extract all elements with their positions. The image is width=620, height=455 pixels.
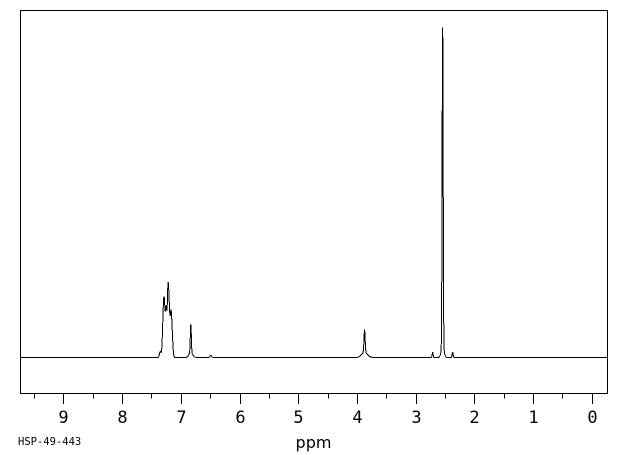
x-axis-tick-label: 1 xyxy=(528,408,538,428)
x-axis-tick-label: 5 xyxy=(293,408,303,428)
plot-border xyxy=(20,10,608,394)
x-axis-tick-label: 3 xyxy=(411,408,421,428)
x-axis-tick-label: 9 xyxy=(58,408,68,428)
sample-id-label: HSP-49-443 xyxy=(18,436,82,448)
x-axis-tick-label: 8 xyxy=(117,408,127,428)
x-axis-unit-label: ppm xyxy=(295,433,332,452)
spectrum-trace xyxy=(20,27,607,358)
x-axis-tick-label: 4 xyxy=(352,408,362,428)
x-axis-tick-label: 7 xyxy=(176,408,186,428)
x-axis-tick-label: 6 xyxy=(235,408,245,428)
x-axis-tick-label: 0 xyxy=(587,408,597,428)
x-axis-tick-label: 2 xyxy=(469,408,479,428)
